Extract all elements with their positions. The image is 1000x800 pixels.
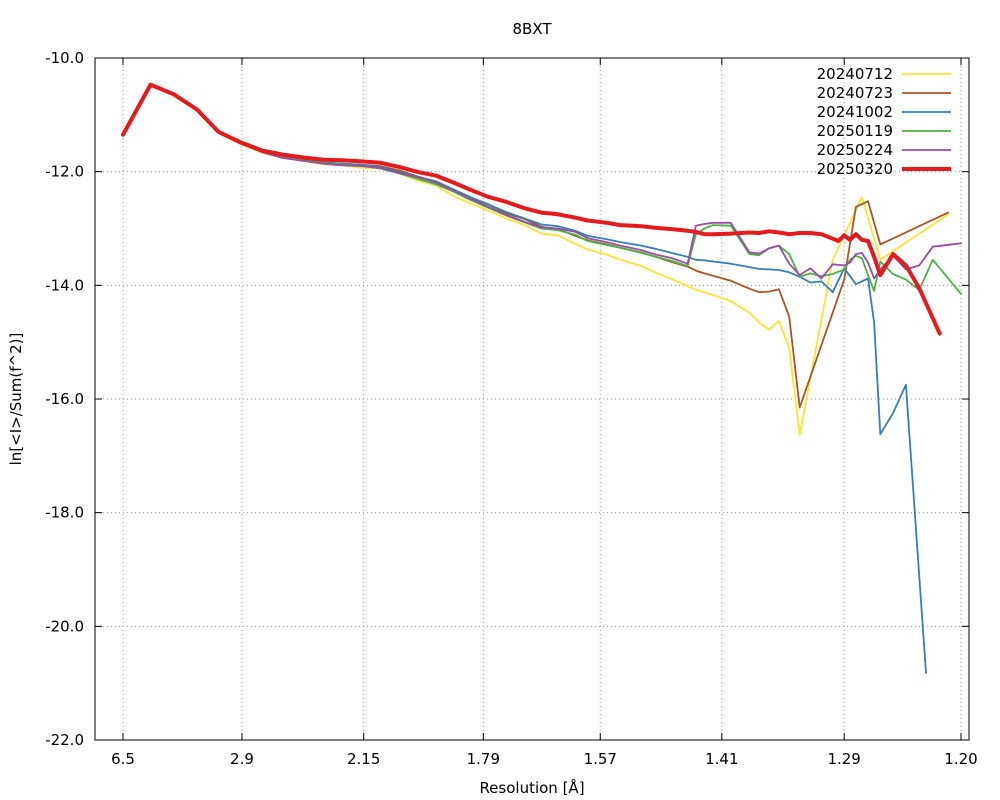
x-tick-label: 1.57 — [584, 750, 617, 768]
legend-label-20240723: 20240723 — [817, 84, 893, 102]
y-tick-label: -12.0 — [45, 163, 84, 181]
legend: 2024071220240723202410022025011920250224… — [817, 65, 951, 178]
x-tick-label: 1.79 — [467, 750, 500, 768]
x-tick-label: 1.20 — [944, 750, 977, 768]
y-tick-label: -16.0 — [45, 390, 84, 408]
y-axis-label: ln[<I>/Sum(f^2)] — [7, 333, 25, 466]
legend-label-20250224: 20250224 — [817, 141, 893, 159]
x-tick-label: 1.29 — [827, 750, 860, 768]
x-tick-labels: 6.5 2.9 2.15 1.79 1.57 1.41 1.29 1.20 — [111, 750, 978, 768]
x-axis-label: Resolution [Å] — [479, 778, 584, 797]
y-tick-label: -20.0 — [45, 617, 84, 635]
legend-label-20241002: 20241002 — [817, 103, 893, 121]
series-line-20250320 — [121, 82, 942, 336]
series-layer — [121, 82, 962, 674]
series-line-20241002 — [122, 83, 927, 674]
legend-label-20240712: 20240712 — [817, 65, 893, 83]
series-line-20250224 — [122, 83, 962, 280]
y-tick-label: -10.0 — [45, 49, 84, 67]
legend-label-20250119: 20250119 — [817, 122, 893, 140]
ticks — [95, 57, 969, 741]
x-tick-label: 2.9 — [230, 750, 254, 768]
chart-title: 8BXT — [512, 20, 552, 38]
y-tick-label: -14.0 — [45, 276, 84, 294]
y-tick-label: -22.0 — [45, 731, 84, 749]
y-tick-labels: -10.0 -12.0 -14.0 -16.0 -18.0 -20.0 -22.0 — [45, 49, 84, 749]
x-tick-label: 1.41 — [705, 750, 738, 768]
x-tick-label: 2.15 — [347, 750, 380, 768]
y-tick-label: -18.0 — [45, 504, 84, 522]
legend-label-20250320: 20250320 — [817, 160, 893, 178]
x-tick-label: 6.5 — [111, 750, 135, 768]
